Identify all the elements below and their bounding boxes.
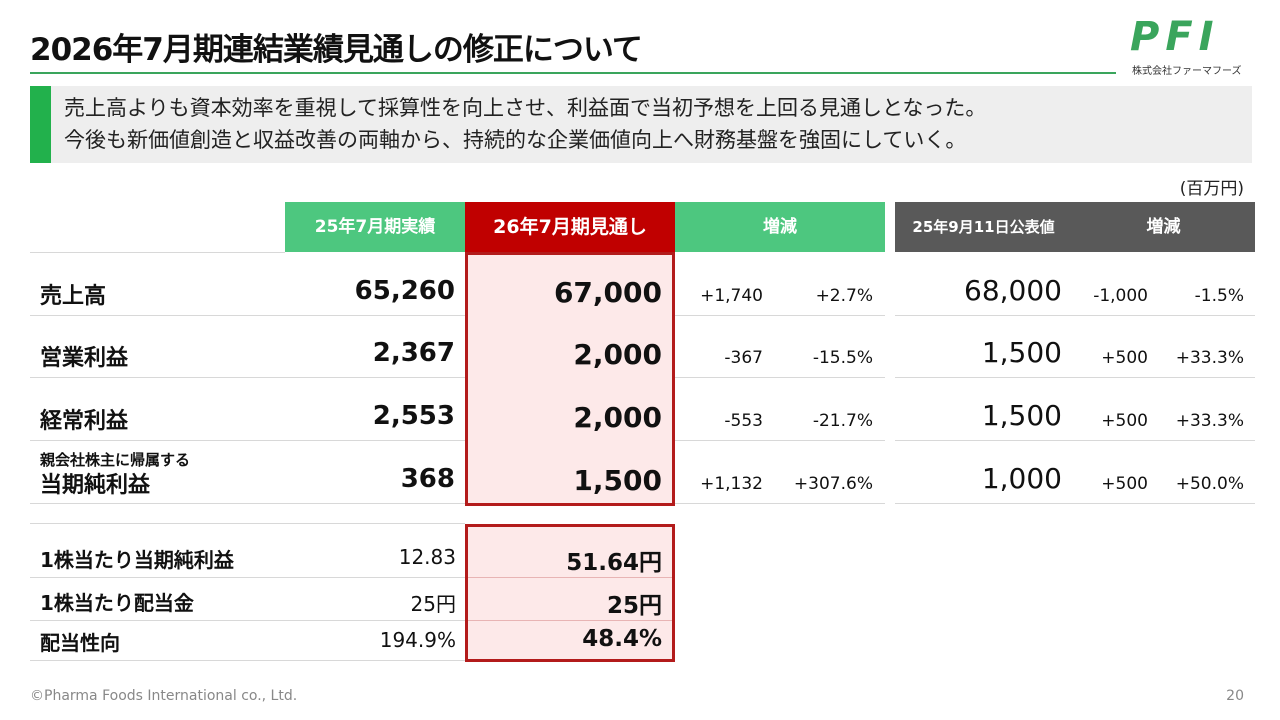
row-label: 売上高	[40, 284, 107, 309]
row-line	[895, 440, 1255, 441]
cell-value: +1,740	[700, 286, 763, 306]
row-line	[30, 503, 465, 504]
header-line	[30, 252, 285, 253]
cell-value: 1,500	[981, 336, 1062, 369]
cell-value: +33.3%	[1175, 411, 1244, 431]
cell-value: +500	[1101, 411, 1148, 431]
row-label: 当期純利益	[40, 473, 151, 498]
forecast-highlight	[465, 252, 675, 506]
summary-accent	[30, 86, 51, 163]
summary-line: 売上高よりも資本効率を重視して採算性を向上させ、利益面で当初予想を上回る見通しと…	[64, 96, 987, 120]
cell-value: -367	[724, 348, 763, 368]
row-line	[30, 315, 465, 316]
column-header: 25年7月期実績	[285, 202, 465, 252]
cell-value: 2,553	[372, 401, 455, 431]
logo-subtitle: 株式会社ファーマフーズ	[1132, 66, 1242, 77]
cell-value: 25円	[606, 593, 662, 619]
cell-value: 1,500	[981, 399, 1062, 432]
cell-value: +500	[1101, 348, 1148, 368]
cell-value: -553	[724, 411, 763, 431]
cell-value: -21.7%	[812, 411, 873, 431]
column-header: 25年9月11日公表値	[895, 202, 1072, 252]
cell-value: +500	[1101, 474, 1148, 494]
cell-value: 67,000	[553, 276, 662, 309]
page-number: 20	[1226, 688, 1244, 704]
row-line	[30, 440, 465, 441]
cell-value: 2,000	[573, 338, 662, 371]
cell-value: 2,367	[372, 338, 455, 368]
row-line	[30, 377, 465, 378]
cell-value: 65,260	[354, 276, 455, 306]
cell-value: +1,132	[700, 474, 763, 494]
cell-value: 2,000	[573, 401, 662, 434]
row-label: 1株当たり当期純利益	[40, 548, 234, 572]
cell-value: +50.0%	[1175, 474, 1244, 494]
column-header: 26年7月期見通し	[465, 202, 675, 252]
row-label: 1株当たり配当金	[40, 591, 194, 615]
copyright: ©Pharma Foods International co., Ltd.	[30, 688, 298, 704]
cell-value: -1,000	[1093, 286, 1148, 306]
row-label-prefix: 親会社株主に帰属する	[40, 451, 191, 469]
title: 2026年7月期連結業績見通しの修正について	[30, 32, 643, 68]
cell-value: 68,000	[964, 274, 1062, 307]
cell-value: 51.64円	[566, 550, 662, 576]
cell-value: -1.5%	[1194, 286, 1244, 306]
row-line	[675, 377, 885, 378]
row-line	[30, 620, 465, 621]
row-line	[468, 577, 672, 578]
row-line	[468, 620, 672, 621]
row-line	[675, 503, 885, 504]
row-line	[30, 523, 465, 524]
cell-value: +307.6%	[793, 474, 873, 494]
logo: PFI	[1130, 14, 1220, 60]
column-header: 増減	[675, 202, 885, 252]
row-line	[675, 315, 885, 316]
row-line	[895, 503, 1255, 504]
cell-value: 1,500	[573, 464, 662, 497]
row-line	[895, 377, 1255, 378]
cell-value: 1,000	[981, 462, 1062, 495]
row-line	[30, 577, 465, 578]
cell-value: 25円	[410, 592, 456, 616]
summary-box	[30, 86, 1252, 163]
row-label: 配当性向	[40, 631, 120, 655]
forecast-highlight	[465, 524, 675, 662]
summary-line: 今後も新価値創造と収益改善の両軸から、持続的な企業価値向上へ財務基盤を強固にして…	[64, 128, 967, 152]
cell-value: +2.7%	[815, 286, 873, 306]
row-label: 経常利益	[40, 409, 129, 434]
cell-value: 12.83	[398, 545, 456, 569]
cell-value: 368	[400, 464, 455, 494]
cell-value: +33.3%	[1175, 348, 1244, 368]
cell-value: 194.9%	[379, 628, 456, 652]
title-underline	[30, 72, 1116, 74]
cell-value: 48.4%	[582, 626, 662, 652]
row-line	[675, 440, 885, 441]
row-line	[895, 315, 1255, 316]
row-label: 営業利益	[40, 346, 129, 371]
unit-label: (百万円)	[1179, 179, 1244, 199]
row-line	[30, 660, 465, 661]
cell-value: -15.5%	[812, 348, 873, 368]
column-header: 増減	[1072, 202, 1255, 252]
